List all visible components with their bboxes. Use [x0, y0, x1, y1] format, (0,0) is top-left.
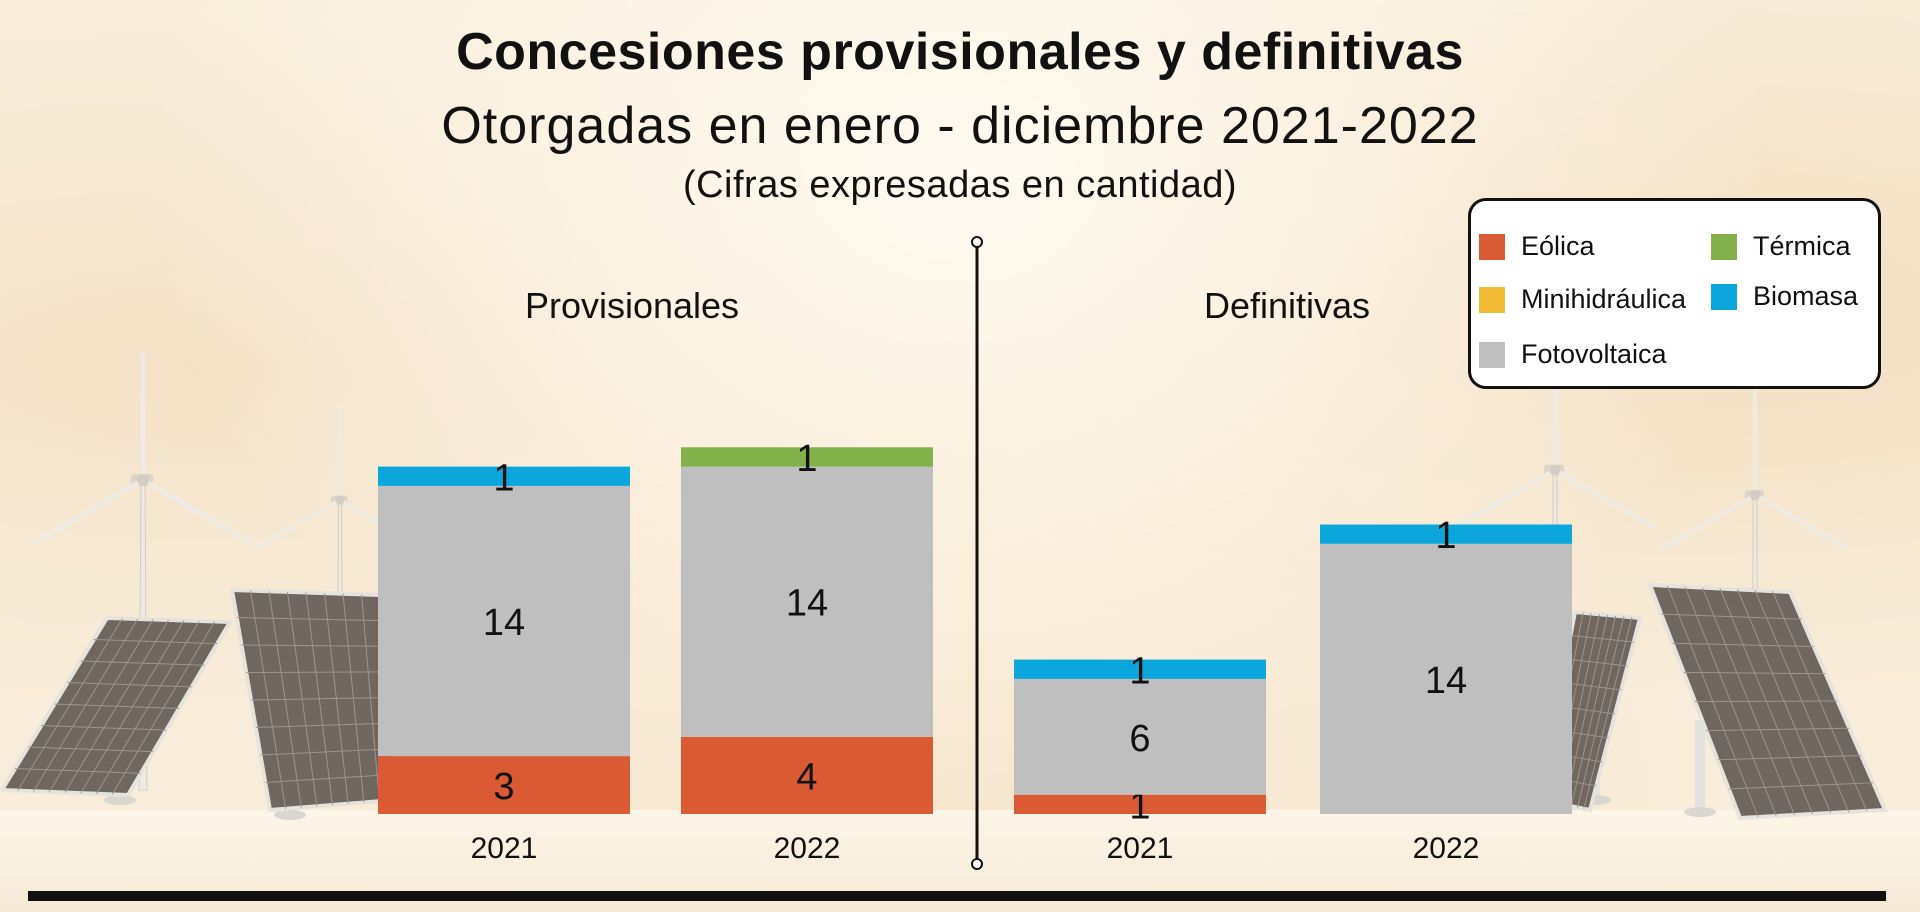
- panel-gridline: [111, 621, 216, 795]
- legend-swatch-biomasa: [1711, 283, 1737, 310]
- divider-end-bottom: [971, 858, 983, 870]
- data-label: 1: [1129, 785, 1150, 827]
- group-title-definitivas: Definitivas: [1204, 285, 1370, 326]
- data-label: 14: [1425, 660, 1467, 702]
- panel-gridline: [260, 748, 392, 756]
- panel-gridline: [1694, 700, 1838, 702]
- panel-gridline: [15, 768, 141, 774]
- turbine-blade: [140, 477, 254, 545]
- data-label: 14: [483, 602, 525, 644]
- data-label: 4: [796, 756, 817, 798]
- turbine-blade: [256, 498, 342, 549]
- legend-swatch-minihidraulica: [1479, 286, 1505, 313]
- legend-label-biomasa: Biomasa: [1753, 281, 1859, 311]
- panel-gridline: [265, 773, 394, 783]
- turbine-blade: [1455, 467, 1558, 529]
- legend-item-fotovoltaica: Fotovoltaica: [1479, 339, 1667, 370]
- legend-item-eolica: Eólica: [1479, 231, 1595, 262]
- panel-gridline: [1706, 727, 1850, 732]
- panel-gridline: [1728, 782, 1874, 790]
- x-tick-label: 2021: [471, 832, 538, 865]
- data-label: 14: [786, 583, 828, 625]
- panel-gridline: [324, 593, 349, 804]
- bar-segment-fotovoltaica: [681, 466, 933, 737]
- bar-segment-eolica: [378, 756, 630, 814]
- x-tick-label: 2022: [774, 832, 841, 865]
- panel-gridline: [1577, 616, 1625, 808]
- legend: Eólica Térmica Minihidráulica Biomasa Fo…: [1468, 198, 1881, 389]
- panel-gridline: [41, 725, 167, 731]
- panel-gridline: [28, 746, 154, 753]
- turbine-hub: [137, 474, 149, 486]
- bar-segment-eolica: [1014, 794, 1266, 814]
- bar-segment-biomasa: [1014, 659, 1266, 679]
- x-tick-label: 2022: [1413, 832, 1480, 865]
- legend-label-termica: Térmica: [1753, 231, 1851, 261]
- legend-swatch-termica: [1711, 233, 1737, 260]
- divider-end-top: [971, 236, 983, 248]
- panel-foot: [1684, 807, 1716, 817]
- x-tick-label: 2021: [1107, 832, 1174, 865]
- panel-gridline: [1737, 589, 1832, 814]
- data-label: 1: [796, 438, 817, 480]
- legend-swatch-fotovoltaica: [1479, 341, 1505, 368]
- turbine-blade: [32, 477, 146, 545]
- turbine-hub: [335, 495, 345, 505]
- panel-gridline: [80, 620, 185, 794]
- units-note: (Cifras expresadas en cantidad): [682, 164, 1238, 206]
- turbine-hub: [1549, 464, 1561, 476]
- bar-segment-biomasa: [1320, 524, 1572, 544]
- data-label: 1: [1129, 650, 1150, 692]
- solar-panel-icon: [0, 615, 234, 805]
- bar-segment-biomasa: [378, 466, 630, 486]
- turbine-blade: [1552, 467, 1655, 529]
- solar-panel-icon: [1647, 582, 1888, 821]
- panel-gridline: [1583, 617, 1633, 809]
- data-label: 1: [1435, 515, 1456, 557]
- data-label: 3: [493, 766, 514, 808]
- legend-label-eolica: Eólica: [1521, 231, 1595, 261]
- panel-foot: [274, 810, 306, 820]
- bar-segment-termica: [681, 447, 933, 467]
- turbine-blade: [1752, 492, 1850, 551]
- panel-gridline: [342, 593, 365, 803]
- legend-item-minihidraulica: Minihidráulica: [1479, 284, 1686, 315]
- data-label: 1: [493, 457, 514, 499]
- solar-panel-icon: [229, 587, 398, 820]
- bar-segment-fotovoltaica: [378, 485, 630, 757]
- panel-post: [1695, 720, 1705, 812]
- panel-gridline: [250, 697, 388, 701]
- bar-segment-fotovoltaica: [1014, 678, 1266, 795]
- panel-gridline: [1717, 755, 1862, 761]
- panel-gridline: [1754, 590, 1850, 813]
- legend-swatch-eolica: [1479, 233, 1505, 260]
- legend-label-fotovoltaica: Fotovoltaica: [1521, 339, 1667, 369]
- bar-segment-fotovoltaica: [1320, 543, 1572, 814]
- group-title-provisionales: Provisionales: [525, 285, 739, 326]
- panel-foot: [104, 795, 136, 805]
- legend-item-biomasa: Biomasa: [1711, 281, 1858, 312]
- chart-subtitle: Otorgadas en enero - diciembre 2021-2022: [441, 97, 1479, 155]
- legend-item-termica: Térmica: [1711, 231, 1851, 262]
- legend-label-minihidraulica: Minihidráulica: [1521, 284, 1687, 314]
- panel-gridline: [361, 594, 380, 802]
- panel-gridline: [1772, 590, 1868, 812]
- footer-rule: [28, 891, 1886, 901]
- panel-gridline: [96, 620, 200, 795]
- chart-title: Concesiones provisionales y definitivas: [456, 23, 1464, 81]
- panel-gridline: [255, 722, 390, 728]
- panel-gridline: [54, 703, 180, 709]
- panel-gridline: [1570, 615, 1617, 807]
- bar-segment-eolica: [681, 736, 933, 814]
- turbine-blade: [1660, 492, 1758, 551]
- turbine-hub: [1749, 489, 1761, 501]
- data-label: 6: [1129, 718, 1150, 760]
